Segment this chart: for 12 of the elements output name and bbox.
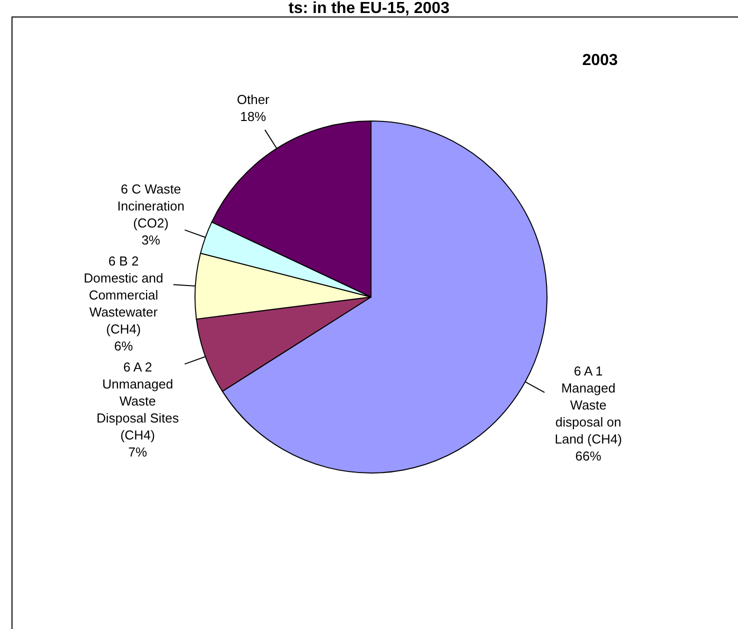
chart-title: ts: in the EU-15, 2003 [288, 0, 450, 17]
data-label: 6% [114, 338, 134, 354]
slice-label: 6 A 2 Unmanaged Waste Disposal Sites (CH4) [96, 360, 180, 443]
slice-label: 6 A 1 Managed Waste disposal on Land (CH4) [554, 363, 622, 446]
data-label: 3% [141, 232, 161, 248]
slice-label: 6 B 2 Domestic and Commercial Wastewater (CH4) [84, 254, 164, 337]
data-label: 7% [128, 444, 148, 460]
slice-label: Other [236, 92, 270, 108]
text: 2003 [582, 52, 618, 69]
slice-label: 6 C Waste Incineration (CO2) [117, 182, 184, 231]
data-label: 66% [575, 448, 602, 464]
data-label: 18% [240, 109, 267, 124]
